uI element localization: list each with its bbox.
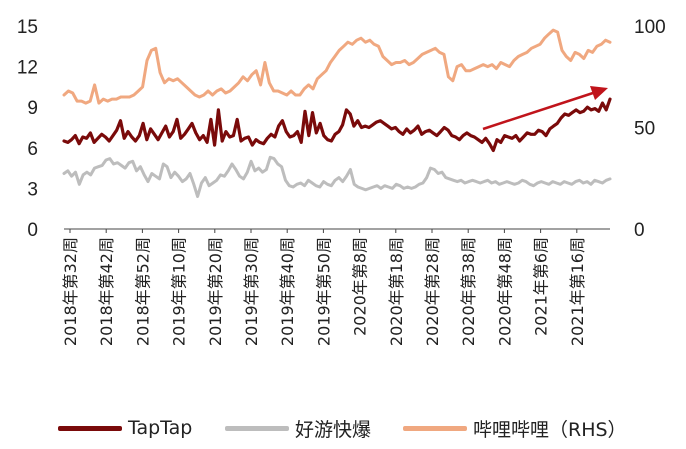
series-line-bilibili — [62, 28, 612, 105]
series-line-haoyou — [62, 155, 612, 198]
x-tick-label: 2019年第10周 — [170, 237, 189, 346]
y-left-tick-label: 3 — [27, 179, 38, 200]
x-tick-label: 2021年第6周 — [532, 237, 551, 336]
y-right-tick-label: 50 — [634, 119, 655, 140]
x-tick-label: 2020年第28周 — [423, 237, 442, 346]
y-left-tick-label: 0 — [27, 220, 38, 241]
x-tick-label: 2019年第20周 — [206, 237, 225, 346]
x-tick-label: 2020年第38周 — [459, 237, 478, 346]
x-tick-label: 2020年第48周 — [495, 237, 514, 346]
y-right-tick-label: 100 — [634, 17, 666, 38]
series-layer — [62, 28, 612, 198]
x-tick-label: 2019年第40周 — [278, 237, 297, 346]
x-tick-label: 2019年第50周 — [314, 237, 333, 346]
legend-item-haoyou: 好游快爆 — [225, 410, 371, 446]
chart-canvas: 0 3 6 9 12 15 0 50 100 2018年第32周 2018年第42周 2018年第52… — [17, 17, 666, 346]
trend-arrow — [482, 86, 608, 131]
legend-item-bilibili: 哔哩哔哩（RHS） — [403, 410, 627, 446]
legend-swatch-taptap — [58, 425, 122, 431]
legend-swatch-bilibili — [403, 425, 467, 431]
x-tick-label: 2020年第8周 — [351, 237, 370, 336]
x-tick-label: 2018年第52周 — [133, 237, 152, 346]
y-left-tick-label: 12 — [17, 58, 38, 79]
y-left-tick-label: 15 — [17, 17, 38, 38]
axes — [64, 228, 610, 233]
legend-item-taptap: TapTap — [58, 410, 192, 446]
legend: TapTap 好游快爆 哔哩哔哩（RHS） — [0, 410, 686, 446]
legend-label-taptap: TapTap — [128, 417, 193, 439]
series-line-taptap — [62, 97, 612, 153]
legend-label-haoyou: 好游快爆 — [295, 418, 372, 441]
x-tick-label: 2019年第30周 — [242, 237, 261, 346]
legend-swatch-haoyou — [225, 425, 289, 431]
x-tick-label: 2018年第32周 — [61, 237, 80, 346]
x-tick-label: 2018年第42周 — [97, 237, 116, 346]
legend-label-bilibili: 哔哩哔哩（RHS） — [473, 418, 627, 441]
trend-arrow-head — [590, 86, 608, 100]
y-left-tick-label: 9 — [27, 98, 38, 119]
x-tick-label: 2020年第18周 — [387, 237, 406, 346]
trend-arrow-shaft — [482, 91, 594, 131]
y-right-tick-label: 0 — [634, 220, 645, 241]
tick-labels: 0 3 6 9 12 15 0 50 100 2018年第32周 2018年第42周 2018年第52… — [17, 17, 666, 346]
x-tick-label: 2021年第16周 — [568, 237, 587, 346]
y-left-tick-label: 6 — [27, 139, 38, 160]
